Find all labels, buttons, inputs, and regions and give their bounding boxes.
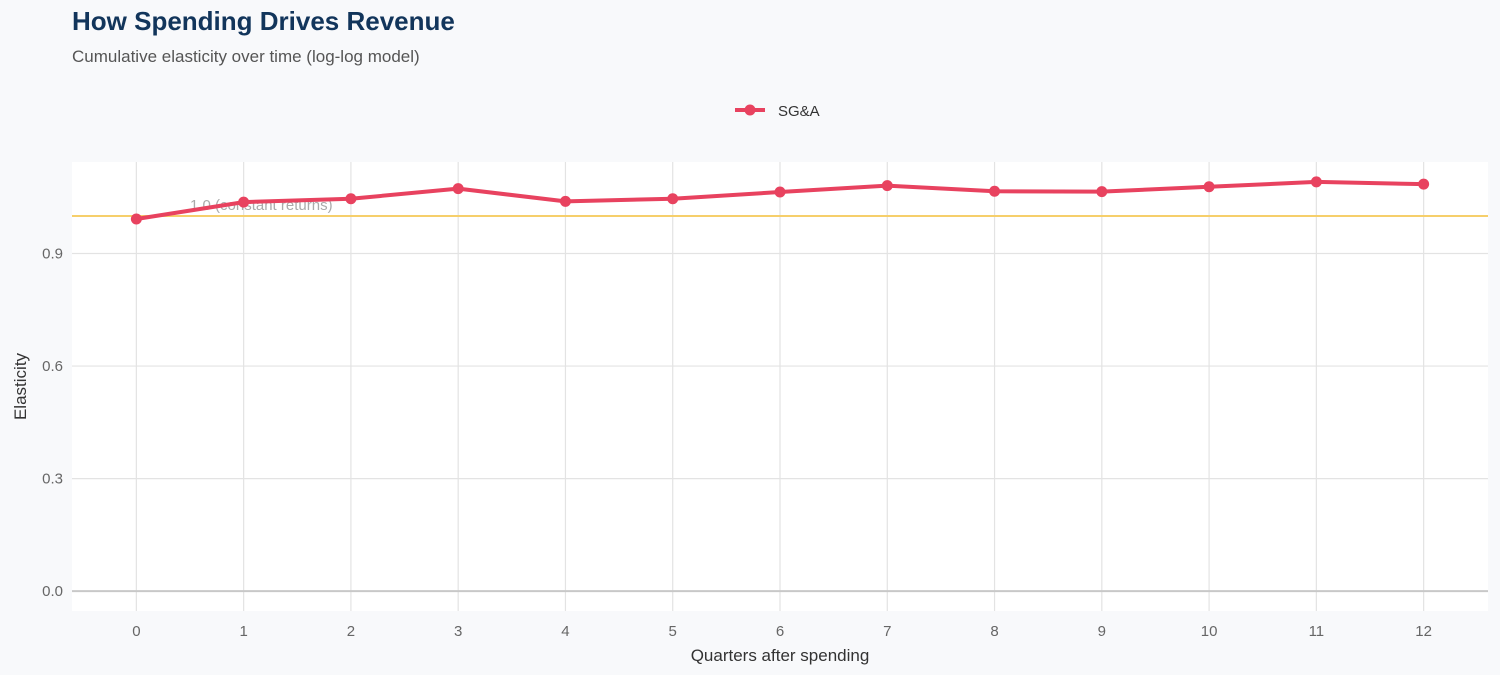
data-point — [452, 183, 464, 195]
data-point — [1096, 186, 1108, 198]
x-tick-label: 8 — [990, 623, 998, 640]
data-point — [1203, 181, 1215, 193]
data-point — [559, 195, 571, 207]
data-point — [881, 180, 893, 192]
x-tick-label: 2 — [347, 623, 355, 640]
y-axis-label: Elasticity — [11, 352, 30, 420]
y-tick-label: 0.0 — [42, 583, 63, 600]
x-tick-label: 3 — [454, 623, 462, 640]
data-point — [1310, 176, 1322, 188]
x-axis-label: Quarters after spending — [691, 646, 870, 665]
x-tick-label: 4 — [561, 623, 569, 640]
chart-subtitle: Cumulative elasticity over time (log-log… — [72, 47, 420, 66]
data-point — [345, 193, 357, 205]
x-tick-label: 0 — [132, 623, 140, 640]
x-tick-label: 9 — [1098, 623, 1106, 640]
x-tick-label: 10 — [1201, 623, 1218, 640]
data-point — [774, 186, 786, 198]
y-tick-label: 0.3 — [42, 471, 63, 488]
chart-title: How Spending Drives Revenue — [72, 6, 455, 36]
x-tick-label: 7 — [883, 623, 891, 640]
data-point — [667, 193, 679, 205]
x-tick-label: 12 — [1415, 623, 1432, 640]
y-tick-label: 0.6 — [42, 358, 63, 375]
data-point — [989, 185, 1001, 197]
x-tick-label: 5 — [669, 623, 677, 640]
data-point — [1418, 178, 1430, 190]
data-point — [238, 196, 250, 208]
x-tick-label: 1 — [239, 623, 247, 640]
data-point — [130, 213, 142, 225]
legend-label: SG&A — [778, 103, 820, 120]
x-tick-label: 6 — [776, 623, 784, 640]
x-tick-label: 11 — [1309, 623, 1325, 640]
y-tick-label: 0.9 — [42, 246, 63, 263]
legend-marker — [744, 104, 756, 116]
